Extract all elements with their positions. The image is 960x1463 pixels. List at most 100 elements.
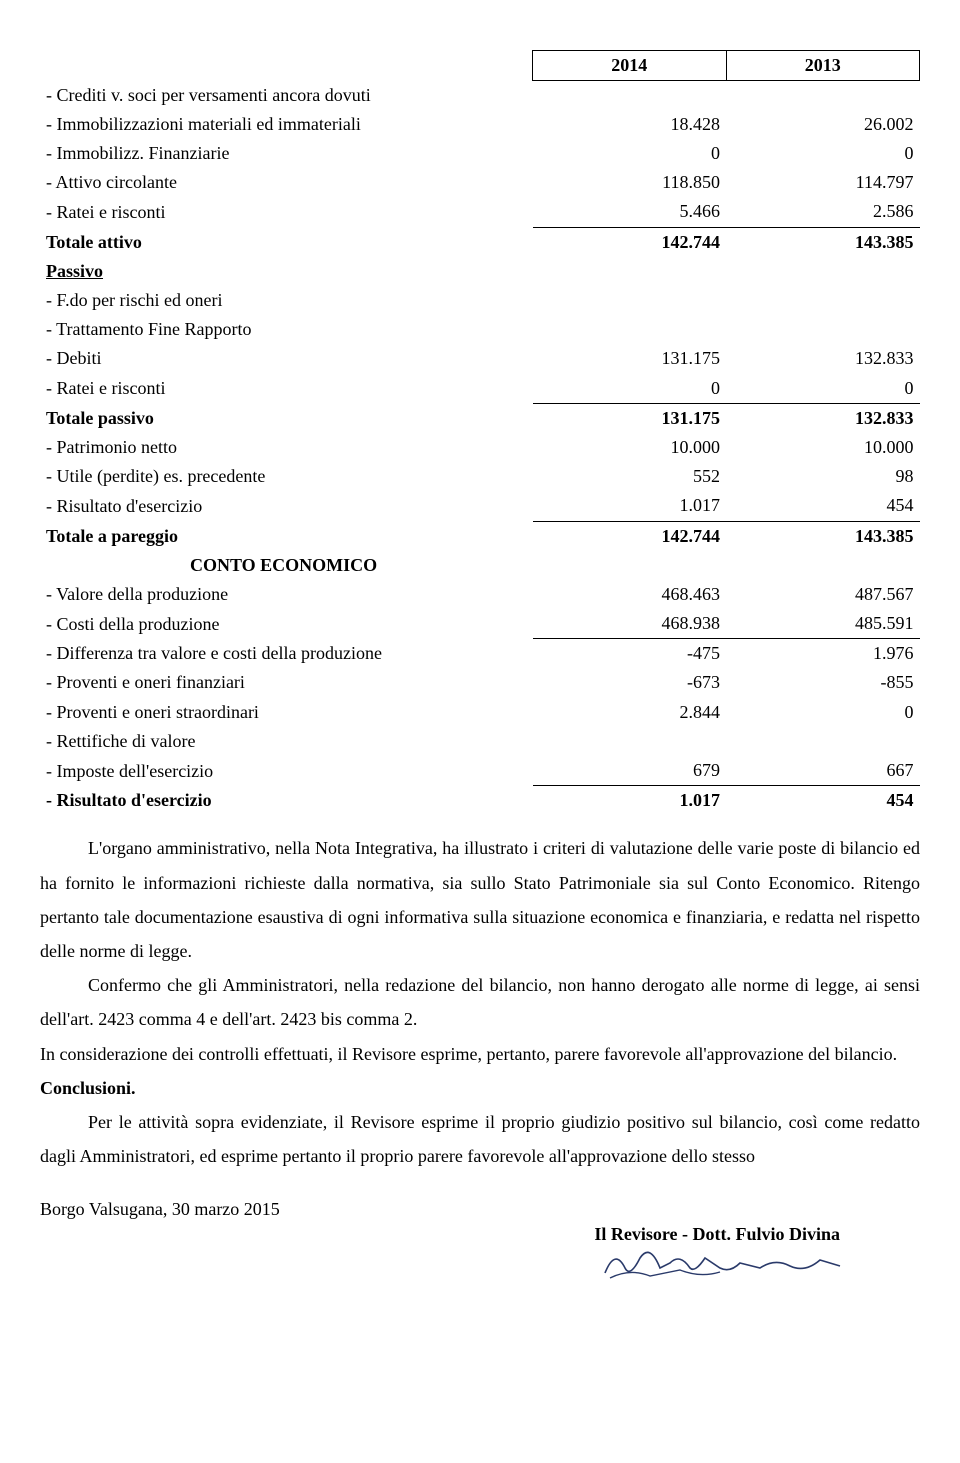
row-value-2: 26.002 (726, 110, 920, 139)
row-value-1 (533, 81, 726, 110)
row-label: - Rettifiche di valore (40, 727, 533, 756)
row-value-1 (533, 286, 726, 315)
paragraph-4: Per le attività sopra evidenziate, il Re… (40, 1105, 920, 1173)
table-row: - Differenza tra valore e costi della pr… (40, 639, 920, 669)
row-value-1: -673 (533, 668, 726, 697)
table-row: CONTO ECONOMICO (40, 551, 920, 580)
row-value-1: 10.000 (533, 433, 726, 462)
table-row: - Crediti v. soci per versamenti ancora … (40, 81, 920, 110)
table-row: - Proventi e oneri finanziari-673-855 (40, 668, 920, 697)
row-label: - Immobilizzazioni materiali ed immateri… (40, 110, 533, 139)
row-value-2 (726, 551, 920, 580)
row-label: - Differenza tra valore e costi della pr… (40, 639, 533, 669)
row-value-1: 1.017 (533, 491, 726, 521)
row-label: - Risultato d'esercizio (40, 491, 533, 521)
conclusion-heading: Conclusioni. (40, 1071, 920, 1105)
row-label: - Crediti v. soci per versamenti ancora … (40, 81, 533, 110)
row-value-1 (533, 727, 726, 756)
row-value-1: 142.744 (533, 521, 726, 551)
row-value-1: 142.744 (533, 227, 726, 257)
row-value-1 (533, 315, 726, 344)
financial-table: 2014 2013 - Crediti v. soci per versamen… (40, 50, 920, 815)
table-row: - Risultato d'esercizio1.017454 (40, 786, 920, 816)
paragraph-2: Confermo che gli Amministratori, nella r… (40, 968, 920, 1036)
row-label: Passivo (40, 257, 533, 286)
row-value-1: -475 (533, 639, 726, 669)
table-row: - Patrimonio netto10.00010.000 (40, 433, 920, 462)
row-value-1: 0 (533, 374, 726, 404)
table-row: - Valore della produzione468.463487.567 (40, 580, 920, 609)
row-label: - Proventi e oneri straordinari (40, 698, 533, 727)
year-header-2: 2013 (726, 51, 920, 81)
row-value-1: 2.844 (533, 698, 726, 727)
row-value-2: 487.567 (726, 580, 920, 609)
table-row: Totale a pareggio142.744143.385 (40, 521, 920, 551)
row-label: - Proventi e oneri finanziari (40, 668, 533, 697)
signature-block: Borgo Valsugana, 30 marzo 2015 Il Reviso… (40, 1197, 920, 1247)
row-value-1: 679 (533, 756, 726, 786)
row-label: - Debiti (40, 344, 533, 373)
paragraph-3: In considerazione dei controlli effettua… (40, 1037, 920, 1071)
table-row: - Costi della produzione468.938485.591 (40, 609, 920, 639)
row-value-1: 131.175 (533, 344, 726, 373)
table-row: - Ratei e risconti5.4662.586 (40, 197, 920, 227)
paragraph-1: L'organo amministrativo, nella Nota Inte… (40, 831, 920, 968)
row-label: - Risultato d'esercizio (40, 786, 533, 816)
row-value-1: 468.463 (533, 580, 726, 609)
row-value-1: 0 (533, 139, 726, 168)
row-label: - Patrimonio netto (40, 433, 533, 462)
row-label: - Trattamento Fine Rapporto (40, 315, 533, 344)
row-value-2 (726, 315, 920, 344)
row-label: Totale attivo (40, 227, 533, 257)
body-text: L'organo amministrativo, nella Nota Inte… (40, 831, 920, 1173)
row-label: - Attivo circolante (40, 168, 533, 197)
table-row: - Attivo circolante118.850114.797 (40, 168, 920, 197)
table-row: - Ratei e risconti00 (40, 374, 920, 404)
row-value-1 (533, 551, 726, 580)
table-row: - Immobilizzazioni materiali ed immateri… (40, 110, 920, 139)
table-row: Totale attivo142.744143.385 (40, 227, 920, 257)
table-row: - Debiti131.175132.833 (40, 344, 920, 373)
table-row: - F.do per rischi ed oneri (40, 286, 920, 315)
table-row: Passivo (40, 257, 920, 286)
signature-line: Il Revisore - Dott. Fulvio Divina (40, 1222, 920, 1247)
row-value-2: 1.976 (726, 639, 920, 669)
table-row: - Imposte dell'esercizio679667 (40, 756, 920, 786)
row-value-2: 2.586 (726, 197, 920, 227)
row-label: - Ratei e risconti (40, 197, 533, 227)
place-date: Borgo Valsugana, 30 marzo 2015 (40, 1197, 920, 1222)
row-value-2 (726, 286, 920, 315)
row-value-2 (726, 81, 920, 110)
row-label: Totale passivo (40, 403, 533, 433)
row-value-2: 132.833 (726, 403, 920, 433)
year-header-1: 2014 (533, 51, 726, 81)
row-value-2: 114.797 (726, 168, 920, 197)
table-row: - Rettifiche di valore (40, 727, 920, 756)
table-row: - Utile (perdite) es. precedente55298 (40, 462, 920, 491)
row-value-2: 0 (726, 374, 920, 404)
row-value-2: 143.385 (726, 521, 920, 551)
row-label: - Valore della produzione (40, 580, 533, 609)
table-row: - Proventi e oneri straordinari2.8440 (40, 698, 920, 727)
row-value-1: 1.017 (533, 786, 726, 816)
table-row: - Immobilizz. Finanziarie00 (40, 139, 920, 168)
row-value-2 (726, 727, 920, 756)
row-value-2: 485.591 (726, 609, 920, 639)
row-label: - Immobilizz. Finanziarie (40, 139, 533, 168)
table-row: - Risultato d'esercizio1.017454 (40, 491, 920, 521)
row-value-1 (533, 257, 726, 286)
row-value-1: 118.850 (533, 168, 726, 197)
row-value-2: -855 (726, 668, 920, 697)
table-row: - Trattamento Fine Rapporto (40, 315, 920, 344)
row-label: - Imposte dell'esercizio (40, 756, 533, 786)
row-value-2: 143.385 (726, 227, 920, 257)
row-value-2: 454 (726, 786, 920, 816)
row-value-2: 0 (726, 698, 920, 727)
row-value-1: 18.428 (533, 110, 726, 139)
row-value-2: 454 (726, 491, 920, 521)
row-value-2: 132.833 (726, 344, 920, 373)
table-row: Totale passivo131.175132.833 (40, 403, 920, 433)
row-label: Totale a pareggio (40, 521, 533, 551)
row-value-1: 131.175 (533, 403, 726, 433)
row-label: - F.do per rischi ed oneri (40, 286, 533, 315)
